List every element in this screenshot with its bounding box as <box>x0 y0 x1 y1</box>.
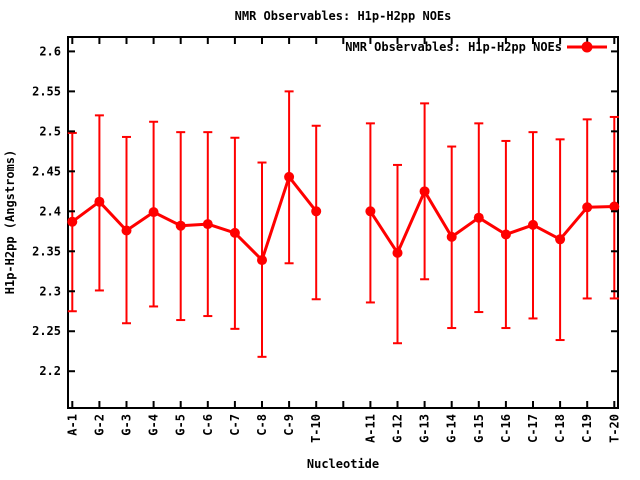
x-tick-label: C-17 <box>526 414 540 443</box>
y-tick-label: 2.3 <box>39 284 61 298</box>
y-tick-label: 2.2 <box>39 364 61 378</box>
x-tick-label: G-5 <box>174 414 188 436</box>
x-tick-label: G-2 <box>92 414 106 436</box>
legend-label: NMR Observables: H1p-H2pp NOEs <box>345 40 562 54</box>
y-axis-label: H1p-H2pp (Angstroms) <box>3 150 17 295</box>
series-line <box>71 175 318 262</box>
chart-title: NMR Observables: H1p-H2pp NOEs <box>235 9 452 23</box>
x-tick-label: G-4 <box>147 414 161 436</box>
x-tick-label: G-13 <box>418 414 432 443</box>
data-point-marker <box>284 171 295 182</box>
data-point-marker <box>419 186 430 197</box>
data-point-marker <box>121 225 132 236</box>
x-tick-label: T-10 <box>309 414 323 443</box>
data-point-marker <box>500 229 511 240</box>
x-tick-label: G-14 <box>445 414 459 443</box>
x-tick-label: C-19 <box>580 414 594 443</box>
x-tick-label: C-16 <box>499 414 513 443</box>
x-tick-label: C-6 <box>201 414 215 436</box>
y-tick-label: 2.25 <box>32 324 61 338</box>
data-point-marker <box>528 219 538 230</box>
y-tick-label: 2.4 <box>39 204 61 218</box>
data-point-marker <box>446 231 457 242</box>
x-tick-label: C-7 <box>228 414 242 436</box>
plot-ticks-layer: 2.2 2.25 2.3 2.35 2.4 2.45 2.5 2.55 2.6 A-1 G-2 G-3… <box>32 37 621 443</box>
data-point-marker <box>365 206 376 217</box>
data-point-marker <box>202 219 213 230</box>
x-tick-label: C-8 <box>255 414 269 436</box>
series-line <box>369 189 615 255</box>
x-tick-label: A-1 <box>65 414 79 436</box>
data-point-marker <box>67 216 78 227</box>
data-point-marker <box>229 227 240 238</box>
legend-sample <box>567 41 607 53</box>
data-point-marker <box>94 196 105 207</box>
x-tick-label: G-3 <box>120 414 134 436</box>
x-tick-label: C-9 <box>282 414 296 436</box>
data-point-marker <box>148 207 159 218</box>
x-tick-label: C-18 <box>553 414 567 443</box>
y-tick-label: 2.45 <box>32 164 61 178</box>
data-point-marker <box>257 255 267 266</box>
y-tick-label: 2.5 <box>39 124 61 138</box>
x-tick-label: G-12 <box>391 414 405 443</box>
data-point-marker <box>609 201 620 212</box>
data-point-marker <box>555 234 566 245</box>
y-tick-label: 2.55 <box>32 84 61 98</box>
data-point-marker <box>473 212 484 223</box>
data-point-marker <box>582 202 593 213</box>
data-point-marker <box>392 247 403 258</box>
data-point-marker <box>175 220 186 231</box>
data-point-marker <box>311 206 322 217</box>
y-tick-label: 2.35 <box>32 244 61 258</box>
x-axis-label: Nucleotide <box>307 457 379 471</box>
x-tick-label: T-20 <box>607 414 621 443</box>
plot-data-layer <box>67 90 620 358</box>
x-tick-label: G-15 <box>472 414 486 443</box>
x-tick-label: A-11 <box>363 414 377 443</box>
y-tick-label: 2.6 <box>39 44 61 58</box>
legend-marker-icon <box>581 41 593 53</box>
